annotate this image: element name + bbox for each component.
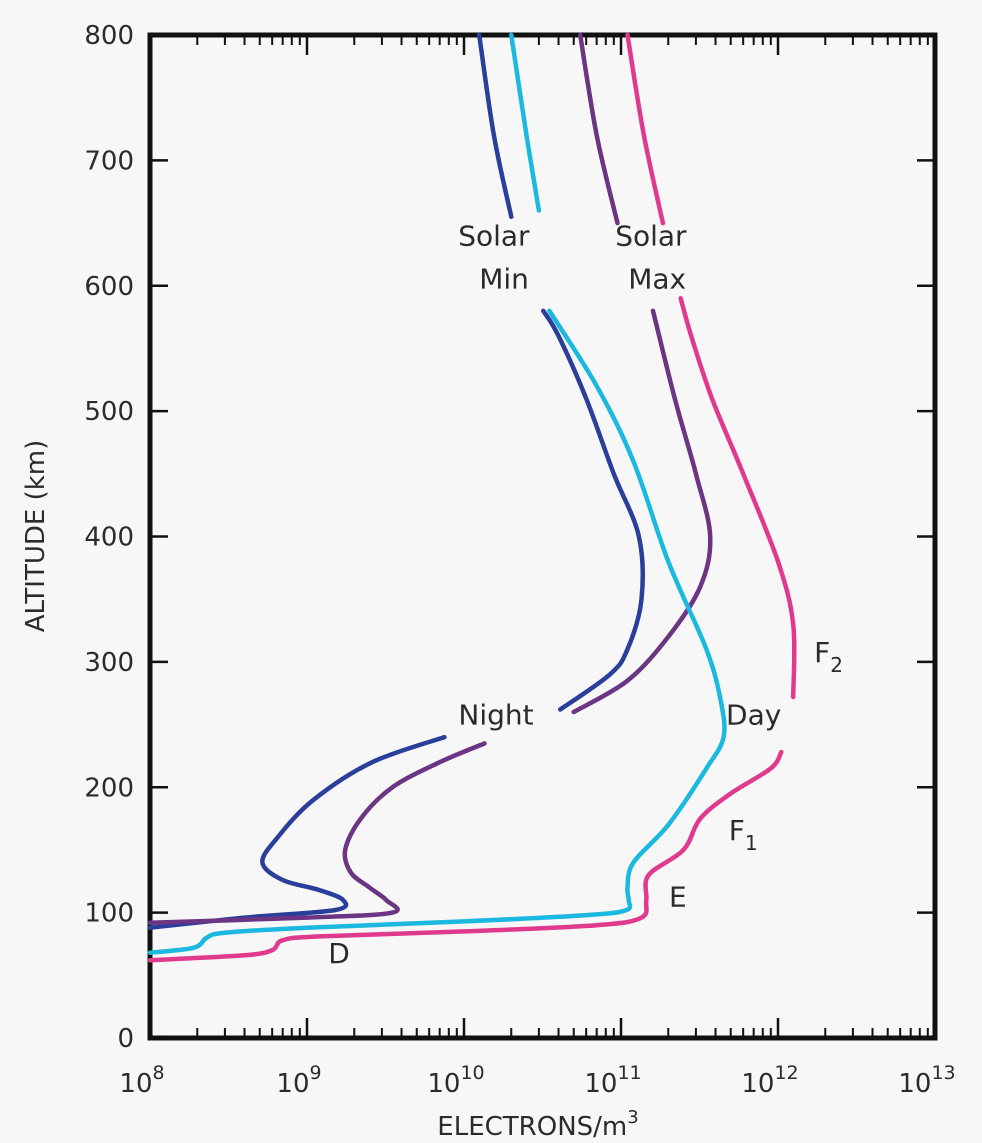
x-axis-title-main: ELECTRONS/m — [437, 1112, 627, 1142]
major-ticks — [148, 33, 937, 1040]
series-line-3-top — [509, 32, 542, 213]
x-tick-label: 1010 — [427, 1062, 484, 1099]
annotation-label: Solar — [615, 220, 687, 253]
series-line-2-top — [577, 32, 620, 226]
y-tick-label: 400 — [84, 523, 134, 553]
annotation-label: Day — [726, 699, 781, 732]
x-axis-title: ELECTRONS/m3 — [437, 1107, 638, 1142]
annotation-label: Min — [479, 262, 529, 295]
x-tick-labels: 108 109 1010 1011 1012 1013 — [119, 1062, 955, 1099]
y-tick-label: 300 — [84, 648, 134, 678]
y-tick-label: 500 — [84, 397, 134, 427]
x-tick-label: 1011 — [584, 1062, 641, 1099]
series-line-4-upper — [678, 296, 797, 700]
series-line-1-upper — [541, 308, 645, 712]
x-tick-label: 1013 — [898, 1062, 955, 1099]
minor-ticks — [196, 35, 929, 1038]
y-tick-label: 700 — [84, 146, 134, 176]
x-tick-label: 1012 — [741, 1062, 798, 1099]
series-line-4-top — [625, 32, 666, 226]
y-tick-label: 100 — [84, 899, 134, 929]
series-line-1-points — [147, 734, 447, 930]
x-tick-label: 109 — [276, 1062, 321, 1099]
series-line-4-points — [147, 749, 784, 963]
series-line-1-top — [476, 32, 514, 220]
series-line-2-upper — [571, 308, 713, 715]
series-line-3-points — [147, 308, 727, 955]
annotation-label: Solar — [458, 220, 530, 253]
x-axis-title-sup: 3 — [627, 1107, 638, 1128]
series-line-2-points — [147, 741, 487, 925]
annotation-label: Night — [458, 699, 533, 732]
y-tick-label: 0 — [117, 1024, 134, 1054]
annotations: Solar Min Solar Max Night Day F2 F1 E D — [328, 220, 843, 970]
x-tick-label: 108 — [119, 1062, 164, 1099]
annotation-label: Max — [628, 262, 686, 295]
annotation-label: F2 — [814, 636, 843, 677]
y-tick-label: 800 — [84, 21, 134, 51]
series-group — [147, 32, 797, 963]
annotation-label: D — [328, 937, 350, 970]
annotation-label: F1 — [729, 814, 758, 855]
plot-area — [147, 32, 938, 1041]
annotation-label: E — [669, 880, 687, 913]
y-tick-labels: 0 100 200 300 400 500 600 700 800 — [84, 21, 134, 1054]
y-axis-title: ALTITUDE (km) — [21, 440, 51, 633]
y-tick-label: 600 — [84, 272, 134, 302]
y-tick-label: 200 — [84, 773, 134, 803]
